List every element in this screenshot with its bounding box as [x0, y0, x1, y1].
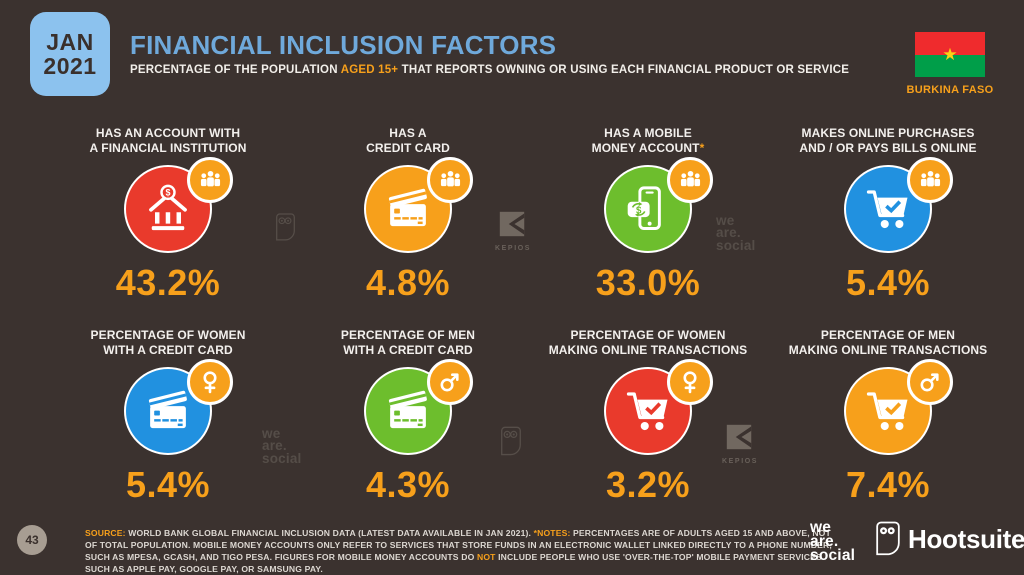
stat-card-men-credit-card: PERCENTAGE OF MEN WITH A CREDIT CARD — [288, 328, 528, 506]
stat-card-mobile-money: HAS A MOBILE MONEY ACCOUNT* $ — [528, 126, 768, 304]
we-are-social-watermark: we are. social — [716, 213, 756, 253]
kepios-watermark: KEPIOS — [495, 211, 529, 252]
stat-value: 4.3% — [365, 464, 451, 506]
country-label: BURKINA FASO — [906, 84, 994, 96]
stat-value: 7.4% — [845, 464, 931, 506]
kepios-watermark: KEPIOS — [722, 424, 756, 465]
stat-label: MAKES ONLINE PURCHASES AND / OR PAYS BIL… — [768, 126, 1008, 156]
date-month: JAN — [46, 28, 94, 55]
stat-label-line1: HAS A — [389, 126, 427, 140]
stat-value: 43.2% — [115, 262, 221, 304]
hootsuite-label: Hootsuite — [908, 523, 1024, 554]
source-note: SOURCE: WORLD BANK GLOBAL FINANCIAL INCL… — [85, 528, 837, 575]
source-text: WORLD BANK GLOBAL FINANCIAL INCLUSION DA… — [125, 528, 534, 538]
hootsuite-owl-watermark-icon — [499, 426, 523, 462]
date-badge: JAN 2021 — [30, 12, 110, 96]
shopping-cart-icon — [844, 367, 932, 456]
stat-label-line2: CREDIT CARD — [366, 141, 450, 156]
was-line-social: social — [716, 237, 756, 253]
stat-label: PERCENTAGE OF WOMEN MAKING ONLINE TRANSA… — [528, 328, 768, 358]
stat-card-online-purchases: MAKES ONLINE PURCHASES AND / OR PAYS BIL… — [768, 126, 1008, 304]
stat-label: PERCENTAGE OF WOMEN WITH A CREDIT CARD — [48, 328, 288, 358]
stat-label-line2: MONEY ACCOUNT — [591, 141, 700, 156]
hootsuite-owl-watermark-icon — [274, 213, 297, 247]
stat-card-account-financial-institution: HAS AN ACCOUNT WITH A FINANCIAL INSTITUT… — [48, 126, 288, 304]
stat-label-line2: AND / OR PAYS BILLS ONLINE — [799, 141, 977, 156]
people-group-icon — [907, 157, 953, 204]
stat-label: PERCENTAGE OF MEN WITH A CREDIT CARD — [288, 328, 528, 358]
notes-label: *NOTES: — [533, 528, 571, 538]
people-group-icon — [667, 157, 713, 204]
was-line-social: social — [262, 450, 302, 466]
page-subtitle: PERCENTAGE OF THE POPULATION AGED 15+ TH… — [130, 64, 849, 76]
stat-label: HAS A MOBILE MONEY ACCOUNT* — [528, 126, 768, 156]
male-icon — [427, 359, 473, 406]
subtitle-prefix: PERCENTAGE OF THE POPULATION — [130, 64, 341, 76]
stat-label: HAS A CREDIT CARD — [288, 126, 528, 156]
hootsuite-logo: Hootsuite® — [874, 521, 1024, 557]
mobile-money-icon: $ — [604, 165, 692, 254]
stat-label-line1: HAS AN ACCOUNT WITH — [95, 126, 241, 140]
was-line-social: social — [810, 546, 856, 564]
notes-highlight: NOT — [476, 551, 496, 562]
hootsuite-wordmark: Hootsuite® — [908, 524, 1024, 555]
stat-label-line1: PERCENTAGE OF WOMEN — [570, 328, 726, 342]
svg-text:$: $ — [636, 206, 642, 217]
flag-green-stripe — [915, 54, 985, 77]
stat-card-women-credit-card: PERCENTAGE OF WOMEN WITH A CREDIT CARD — [48, 328, 288, 506]
stat-label: PERCENTAGE OF MEN MAKING ONLINE TRANSACT… — [768, 328, 1008, 358]
stat-label-line1: PERCENTAGE OF MEN — [820, 328, 956, 342]
stat-label-line2: A FINANCIAL INSTITUTION — [89, 141, 247, 156]
notes-text-1: PERCENTAGES ARE OF ADULTS AGED 15 AND AB… — [85, 528, 832, 562]
stat-value: 4.8% — [365, 262, 451, 304]
stat-card-women-online-transactions: PERCENTAGE OF WOMEN MAKING ONLINE TRANSA… — [528, 328, 768, 506]
stat-label-asterisk: * — [699, 141, 705, 156]
kepios-watermark-label: KEPIOS — [495, 245, 532, 252]
we-are-social-logo: we are. social — [810, 519, 856, 564]
female-icon — [667, 359, 713, 406]
kepios-logo-icon — [726, 424, 752, 450]
stat-label: HAS AN ACCOUNT WITH A FINANCIAL INSTITUT… — [48, 126, 288, 156]
stat-label-line1: MAKES ONLINE PURCHASES — [801, 126, 975, 140]
svg-text:$: $ — [166, 188, 171, 198]
people-group-icon — [427, 157, 473, 204]
stat-label-line2: WITH A CREDIT CARD — [343, 343, 473, 358]
was-line-we: we — [716, 213, 735, 228]
stat-label-line1: PERCENTAGE OF WOMEN — [90, 328, 246, 342]
page-number: 43 — [25, 533, 39, 547]
subtitle-highlight: AGED 15+ — [340, 64, 399, 76]
stat-label-line2: MAKING ONLINE TRANSACTIONS — [548, 343, 748, 358]
flag-red-stripe — [915, 32, 985, 55]
subtitle-suffix: THAT REPORTS OWNING OR USING EACH FINANC… — [398, 64, 850, 76]
stat-value: 3.2% — [605, 464, 691, 506]
was-line-are: are. — [262, 438, 287, 454]
stat-label-line1: PERCENTAGE OF MEN — [340, 328, 476, 342]
page-title: FINANCIAL INCLUSION FACTORS — [130, 30, 557, 60]
stat-label-line1: HAS A MOBILE — [604, 126, 692, 140]
date-year: 2021 — [43, 53, 97, 79]
stat-label-line2: MAKING ONLINE TRANSACTIONS — [788, 343, 988, 358]
people-group-icon — [187, 157, 233, 204]
we-are-social-watermark: we are. social — [262, 426, 302, 466]
stat-label-line2: WITH A CREDIT CARD — [103, 343, 233, 358]
stat-value: 5.4% — [845, 262, 931, 304]
was-line-are: are. — [716, 225, 741, 241]
source-label: SOURCE: — [85, 528, 126, 538]
was-line-are: are. — [810, 532, 839, 550]
kepios-watermark-label: KEPIOS — [722, 458, 759, 465]
stat-value: 5.4% — [125, 464, 211, 506]
page-number-badge: 43 — [17, 525, 47, 555]
stat-card-men-online-transactions: PERCENTAGE OF MEN MAKING ONLINE TRANSACT… — [768, 328, 1008, 506]
notes-text-2: INCLUDE PEOPLE WHO USE 'OVER-THE-TOP' MO… — [85, 551, 822, 574]
stat-card-credit-card: HAS A CREDIT CARD — [288, 126, 528, 304]
female-icon — [187, 359, 233, 406]
was-line-we: we — [810, 519, 832, 536]
stat-value: 33.0% — [595, 262, 701, 304]
burkina-faso-flag: ★ — [915, 32, 985, 77]
hootsuite-owl-icon — [876, 521, 900, 556]
flag-star-icon: ★ — [942, 45, 958, 64]
was-line-we: we — [262, 426, 281, 441]
kepios-logo-icon — [499, 211, 525, 237]
male-icon — [907, 359, 953, 406]
